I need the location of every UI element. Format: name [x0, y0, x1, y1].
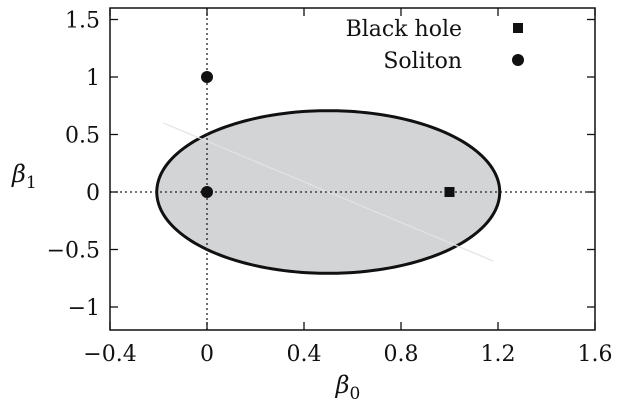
y-axis-label: β1 [11, 160, 37, 193]
x-tick-label: 0.8 [384, 342, 419, 367]
y-axis-label-subscript: 1 [26, 173, 37, 193]
legend-label: Soliton [383, 49, 462, 74]
soliton-marker [201, 186, 213, 198]
y-tick-label: −0.5 [47, 239, 100, 264]
x-axis-label-subscript: 0 [350, 384, 361, 404]
x-tick-label: 1.2 [481, 342, 516, 367]
x-tick-label: −0.4 [83, 342, 136, 367]
plot-frame [109, 7, 596, 331]
x-tick-label: 1.6 [578, 342, 613, 367]
data-markers [201, 71, 455, 198]
ticks: −0.4 0 0.4 0.8 1.2 1.6 1.5 1 0.5 0 −0.5 −1 [47, 8, 613, 367]
legend-soliton-marker [512, 54, 524, 66]
soliton-marker [201, 71, 213, 83]
y-tick-label: 0 [86, 181, 100, 206]
reference-lines [110, 8, 595, 330]
legend-black-hole-marker [513, 23, 523, 33]
y-tick-label: 0.5 [65, 124, 100, 149]
y-tick-label: −1 [68, 296, 100, 321]
x-axis-label: β0 [335, 371, 361, 404]
x-axis-label-symbol: β [335, 371, 350, 399]
y-axis-label-symbol: β [11, 160, 26, 188]
legend: Black hole Soliton [346, 17, 524, 74]
legend-label: Black hole [346, 17, 462, 42]
region-highlight-line [163, 122, 494, 262]
y-tick-label: 1.5 [65, 9, 100, 34]
x-tick-label: 0.4 [287, 342, 322, 367]
x-tick-label: 0 [200, 342, 214, 367]
black-hole-marker [444, 187, 455, 197]
y-tick-label: 1 [86, 66, 100, 91]
